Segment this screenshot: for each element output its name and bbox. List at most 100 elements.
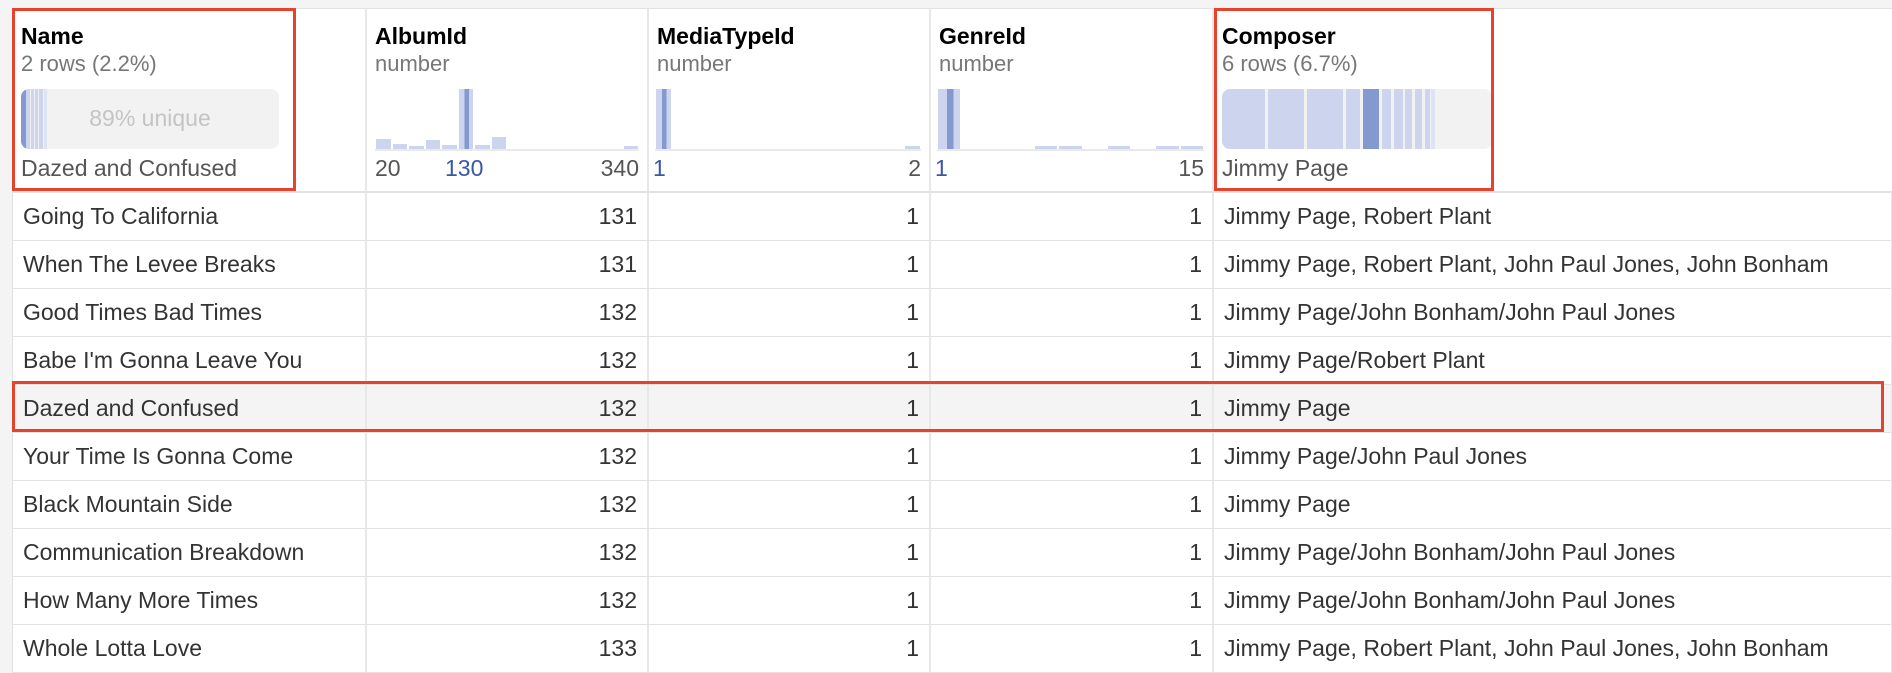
column-header-composer[interactable]: Composer 6 rows (6.7%) Jimmy Page xyxy=(1214,9,1892,191)
cell-name[interactable]: When The Levee Breaks xyxy=(13,241,367,288)
cell-genreid[interactable]: 1 xyxy=(931,193,1214,240)
cell-mediatypeid[interactable]: 1 xyxy=(649,481,931,528)
histogram-bar[interactable] xyxy=(1035,146,1058,149)
cell-mediatypeid[interactable]: 1 xyxy=(649,385,931,432)
cell-mediatypeid[interactable]: 1 xyxy=(649,433,931,480)
cell-name[interactable]: Going To California xyxy=(13,193,367,240)
table-row[interactable]: When The Levee Breaks 131 1 1 Jimmy Page, Ro… xyxy=(13,241,1892,289)
histogram[interactable] xyxy=(937,89,1204,151)
cell-mediatypeid[interactable]: 1 xyxy=(649,193,931,240)
cell-albumid[interactable]: 132 xyxy=(367,385,649,432)
cell-genreid[interactable]: 1 xyxy=(931,241,1214,288)
cell-composer[interactable]: Jimmy Page xyxy=(1214,481,1892,528)
column-header-genreid[interactable]: GenreId number 1 15 xyxy=(931,9,1214,191)
cell-name[interactable]: Dazed and Confused xyxy=(13,385,367,432)
histogram-bar[interactable] xyxy=(475,144,490,149)
histogram-bar[interactable] xyxy=(623,146,638,149)
histogram-bar[interactable] xyxy=(1107,146,1131,149)
table-row[interactable]: Your Time Is Gonna Come 132 1 1 Jimmy Page/J… xyxy=(13,433,1892,481)
cell-genreid[interactable]: 1 xyxy=(931,529,1214,576)
histogram-bar[interactable] xyxy=(656,89,671,149)
cell-genreid[interactable]: 1 xyxy=(931,577,1214,624)
unique-bar[interactable]: 89% unique xyxy=(21,89,279,149)
histogram-bar[interactable] xyxy=(1059,146,1082,149)
cell-albumid[interactable]: 132 xyxy=(367,433,649,480)
cell-composer[interactable]: Jimmy Page/John Bonham/John Paul Jones xyxy=(1214,289,1892,336)
histogram-bar[interactable] xyxy=(392,144,407,149)
cell-name[interactable]: How Many More Times xyxy=(13,577,367,624)
cell-mediatypeid[interactable]: 1 xyxy=(649,529,931,576)
value-stripe[interactable] xyxy=(35,89,38,149)
cell-name[interactable]: Communication Breakdown xyxy=(13,529,367,576)
value-stripe[interactable] xyxy=(1268,89,1305,149)
value-stripe[interactable] xyxy=(1405,89,1413,149)
histogram-bar[interactable] xyxy=(376,138,391,149)
value-distribution-bar[interactable] xyxy=(1222,89,1492,149)
cell-name[interactable]: Black Mountain Side xyxy=(13,481,367,528)
value-stripe[interactable] xyxy=(44,89,47,149)
cell-albumid[interactable]: 133 xyxy=(367,625,649,672)
histogram[interactable] xyxy=(655,89,921,151)
column-header-mediatypeid[interactable]: MediaTypeId number 1 2 xyxy=(649,9,931,191)
cell-mediatypeid[interactable]: 1 xyxy=(649,625,931,672)
value-stripe[interactable] xyxy=(39,89,43,149)
cell-composer[interactable]: Jimmy Page, Robert Plant xyxy=(1214,193,1892,240)
value-stripe[interactable] xyxy=(1415,89,1422,149)
value-stripe[interactable] xyxy=(1345,89,1361,149)
cell-mediatypeid[interactable]: 1 xyxy=(649,289,931,336)
histogram-bar[interactable] xyxy=(1156,146,1179,149)
cell-mediatypeid[interactable]: 1 xyxy=(649,241,931,288)
cell-genreid[interactable]: 1 xyxy=(931,433,1214,480)
column-header-albumid[interactable]: AlbumId number 20 130 340 xyxy=(367,9,649,191)
cell-genreid[interactable]: 1 xyxy=(931,625,1214,672)
cell-albumid[interactable]: 131 xyxy=(367,241,649,288)
histogram-bar[interactable] xyxy=(425,140,440,149)
cell-composer[interactable]: Jimmy Page/John Paul Jones xyxy=(1214,433,1892,480)
histogram-bar[interactable] xyxy=(409,146,424,149)
cell-composer[interactable]: Jimmy Page/Robert Plant xyxy=(1214,337,1892,384)
histogram-bar[interactable] xyxy=(458,89,473,149)
cell-mediatypeid[interactable]: 1 xyxy=(649,577,931,624)
table-row[interactable]: Going To California 131 1 1 Jimmy Page, Robe… xyxy=(13,193,1892,241)
table-row[interactable]: Good Times Bad Times 132 1 1 Jimmy Page/John… xyxy=(13,289,1892,337)
value-stripe[interactable] xyxy=(1382,89,1391,149)
cell-genreid[interactable]: 1 xyxy=(931,337,1214,384)
cell-composer[interactable]: Jimmy Page/John Bonham/John Paul Jones xyxy=(1214,577,1892,624)
column-header-name[interactable]: Name 2 rows (2.2%) 89% unique Dazed and … xyxy=(13,9,367,191)
cell-genreid[interactable]: 1 xyxy=(931,289,1214,336)
cell-albumid[interactable]: 132 xyxy=(367,577,649,624)
cell-composer[interactable]: Jimmy Page xyxy=(1214,385,1892,432)
cell-albumid[interactable]: 132 xyxy=(367,289,649,336)
histogram-bar[interactable] xyxy=(905,146,920,149)
table-row[interactable]: How Many More Times 132 1 1 Jimmy Page/John … xyxy=(13,577,1892,625)
cell-composer[interactable]: Jimmy Page, Robert Plant, John Paul Jone… xyxy=(1214,241,1892,288)
value-stripe[interactable] xyxy=(1393,89,1403,149)
table-row[interactable]: Babe I'm Gonna Leave You 132 1 1 Jimmy Page/… xyxy=(13,337,1892,385)
table-row[interactable]: Whole Lotta Love 133 1 1 Jimmy Page, Robert … xyxy=(13,625,1892,673)
cell-name[interactable]: Whole Lotta Love xyxy=(13,625,367,672)
value-stripe[interactable] xyxy=(1424,89,1430,149)
cell-genreid[interactable]: 1 xyxy=(931,385,1214,432)
value-stripe[interactable] xyxy=(1222,89,1266,149)
cell-albumid[interactable]: 132 xyxy=(367,529,649,576)
cell-genreid[interactable]: 1 xyxy=(931,481,1214,528)
histogram-bar[interactable] xyxy=(1180,146,1203,149)
cell-albumid[interactable]: 132 xyxy=(367,337,649,384)
cell-albumid[interactable]: 132 xyxy=(367,481,649,528)
value-stripe[interactable] xyxy=(31,89,34,149)
value-stripe[interactable] xyxy=(26,89,30,149)
value-stripe[interactable] xyxy=(1363,89,1380,149)
cell-name[interactable]: Your Time Is Gonna Come xyxy=(13,433,367,480)
cell-name[interactable]: Good Times Bad Times xyxy=(13,289,367,336)
cell-composer[interactable]: Jimmy Page, Robert Plant, John Paul Jone… xyxy=(1214,625,1892,672)
histogram[interactable] xyxy=(375,89,639,151)
histogram-bar[interactable] xyxy=(938,89,961,149)
cell-composer[interactable]: Jimmy Page/John Bonham/John Paul Jones xyxy=(1214,529,1892,576)
value-stripe[interactable] xyxy=(1430,89,1436,149)
table-row[interactable]: Black Mountain Side 132 1 1 Jimmy Page xyxy=(13,481,1892,529)
value-stripe[interactable] xyxy=(1306,89,1343,149)
cell-mediatypeid[interactable]: 1 xyxy=(649,337,931,384)
table-row[interactable]: Communication Breakdown 132 1 1 Jimmy Page/J… xyxy=(13,529,1892,577)
histogram-bar[interactable] xyxy=(442,145,457,149)
cell-name[interactable]: Babe I'm Gonna Leave You xyxy=(13,337,367,384)
